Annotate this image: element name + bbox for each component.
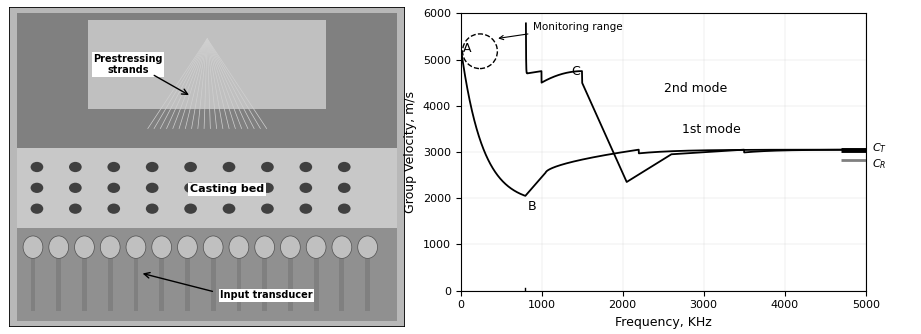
Circle shape	[30, 203, 43, 214]
Circle shape	[299, 183, 312, 193]
Circle shape	[299, 203, 312, 214]
Text: Monitoring range: Monitoring range	[499, 21, 624, 40]
Circle shape	[338, 162, 351, 172]
Bar	[17, 228, 397, 321]
Circle shape	[261, 162, 274, 172]
Circle shape	[223, 162, 236, 172]
Ellipse shape	[49, 236, 69, 259]
Ellipse shape	[126, 236, 146, 259]
Ellipse shape	[152, 236, 171, 259]
Bar	[340, 257, 344, 311]
Circle shape	[261, 183, 274, 193]
Circle shape	[30, 162, 43, 172]
Ellipse shape	[178, 236, 197, 259]
Circle shape	[223, 203, 236, 214]
Bar	[211, 257, 216, 311]
Bar	[262, 257, 267, 311]
Circle shape	[108, 203, 120, 214]
Bar	[159, 257, 164, 311]
Ellipse shape	[357, 236, 378, 259]
Ellipse shape	[281, 236, 300, 259]
Text: Prestressing
strands: Prestressing strands	[93, 53, 163, 75]
Bar	[288, 257, 293, 311]
Circle shape	[69, 183, 82, 193]
Text: $C_T$: $C_T$	[872, 141, 887, 155]
Circle shape	[108, 183, 120, 193]
Bar	[108, 257, 112, 311]
Ellipse shape	[229, 236, 249, 259]
Circle shape	[69, 203, 82, 214]
Bar	[30, 257, 35, 311]
Bar	[237, 257, 241, 311]
Circle shape	[261, 203, 274, 214]
X-axis label: Frequency, KHz: Frequency, KHz	[614, 316, 712, 329]
Bar	[56, 257, 61, 311]
Circle shape	[223, 183, 236, 193]
Circle shape	[338, 203, 351, 214]
Ellipse shape	[255, 236, 274, 259]
Bar	[366, 257, 370, 311]
Text: 1st mode: 1st mode	[682, 124, 741, 137]
Ellipse shape	[100, 236, 120, 259]
Ellipse shape	[332, 236, 352, 259]
Circle shape	[146, 203, 158, 214]
Circle shape	[108, 162, 120, 172]
Circle shape	[69, 162, 82, 172]
Ellipse shape	[23, 236, 43, 259]
Bar	[134, 257, 138, 311]
Text: C: C	[571, 65, 580, 78]
Bar	[88, 19, 326, 109]
Circle shape	[299, 162, 312, 172]
Ellipse shape	[75, 236, 94, 259]
Text: 2nd mode: 2nd mode	[664, 82, 728, 95]
Bar	[17, 148, 397, 231]
Text: A: A	[463, 41, 472, 54]
Text: Casting bed: Casting bed	[190, 184, 264, 194]
Text: B: B	[528, 200, 536, 213]
Circle shape	[146, 162, 158, 172]
Circle shape	[184, 162, 197, 172]
Y-axis label: Group Velocity, m/s: Group Velocity, m/s	[404, 91, 417, 213]
Circle shape	[30, 183, 43, 193]
Ellipse shape	[204, 236, 223, 259]
Circle shape	[146, 183, 158, 193]
Bar	[314, 257, 319, 311]
Bar	[185, 257, 190, 311]
Circle shape	[184, 183, 197, 193]
Circle shape	[338, 183, 351, 193]
Text: $C_R$: $C_R$	[872, 157, 887, 171]
Ellipse shape	[306, 236, 326, 259]
Bar	[82, 257, 87, 311]
Text: Input transducer: Input transducer	[220, 290, 313, 300]
Circle shape	[184, 203, 197, 214]
Bar	[17, 13, 397, 151]
